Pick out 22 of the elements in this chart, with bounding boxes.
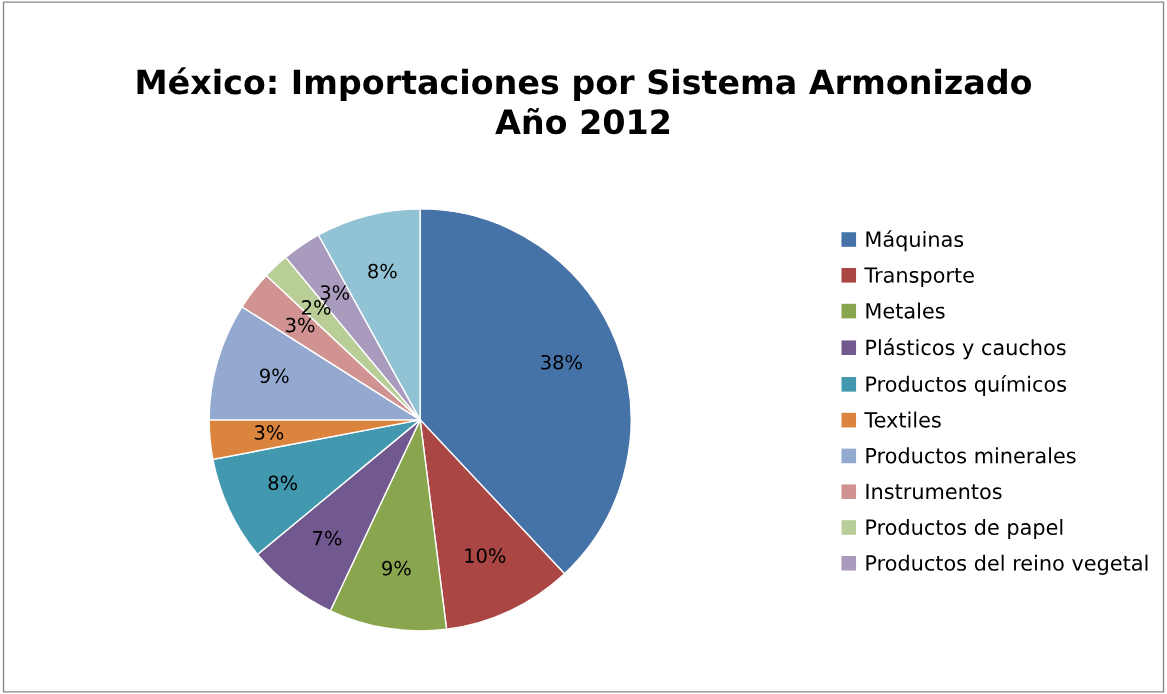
data-label: 9%: [260, 368, 289, 384]
legend-label: Transporte: [864, 267, 974, 287]
legend-label: Textiles: [864, 411, 941, 428]
chart-title: México: Importaciones por Sistema Armonizado Año 2012: [137, 67, 1032, 135]
data-label: 7%: [313, 530, 342, 546]
legend-label: Instrumentos: [866, 483, 1002, 500]
data-label: 3%: [286, 317, 315, 333]
legend-label: Plásticos y cauchos: [866, 338, 1066, 360]
data-label: 8%: [368, 263, 397, 279]
data-label: 10%: [465, 548, 506, 563]
legend-label: Metales: [866, 302, 945, 319]
legend-label: Productos químicos: [866, 374, 1067, 396]
data-label: 3%: [254, 425, 284, 440]
data-label: 2%: [302, 300, 331, 315]
data-label: 8%: [268, 475, 298, 491]
data-label: 38%: [541, 354, 582, 370]
data-label: 9%: [382, 560, 411, 576]
legend-label: Máquinas: [866, 230, 964, 252]
data-label: 3%: [320, 285, 350, 300]
legend-label: Productos de papel: [866, 518, 1063, 540]
legend-label: Productos del reino vegetal: [866, 554, 1148, 575]
legend-label: Productos minerales: [866, 447, 1076, 464]
